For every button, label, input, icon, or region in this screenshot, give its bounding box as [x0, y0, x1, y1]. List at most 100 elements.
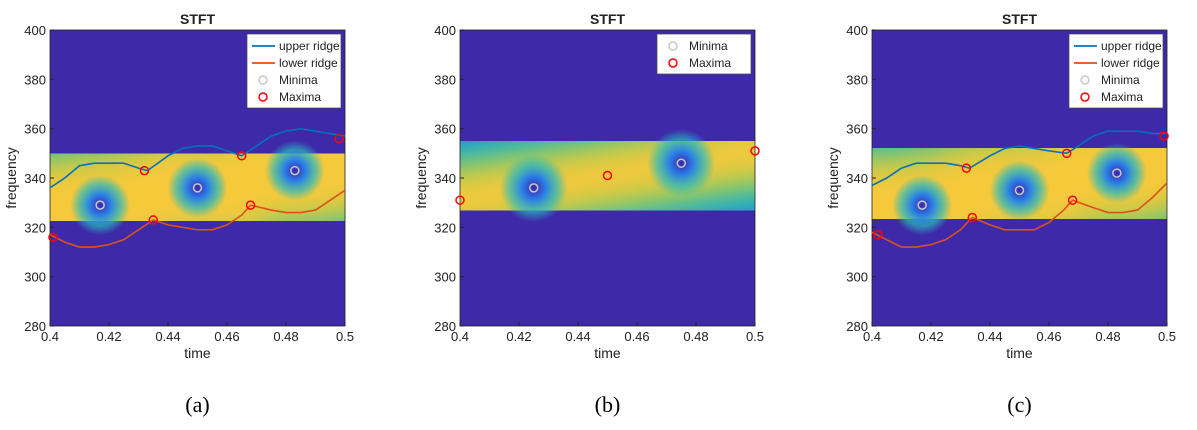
x-tick-label: 0.46	[214, 329, 239, 344]
x-tick-label: 0.42	[506, 329, 531, 344]
ridge-line	[50, 189, 345, 248]
marker	[961, 163, 972, 173]
y-tick-label: 340	[434, 171, 456, 186]
marker	[290, 165, 300, 176]
y-tick-label: 380	[846, 72, 868, 87]
panel: 0.4 0.42 0.44 0.46 0.48 0.5 280 300 320 340 360 380…	[3, 11, 354, 417]
x-tick-label: 0.44	[155, 329, 180, 344]
ridge-line	[872, 182, 1167, 248]
legend-swatch	[1080, 92, 1090, 102]
y-tick-label: 360	[434, 122, 456, 137]
marker	[1067, 195, 1078, 205]
heat-hole	[989, 160, 1050, 221]
caption: (c)	[1007, 392, 1031, 417]
legend-label: Minima	[279, 73, 318, 87]
data-layer	[872, 130, 1167, 248]
panel: 0.4 0.42 0.44 0.46 0.48 0.5 280 300 320 340 360 380…	[825, 11, 1176, 417]
heat-hole	[1086, 143, 1147, 204]
y-tick-label: 380	[434, 72, 456, 87]
marker	[529, 183, 539, 193]
legend-label: Maxima	[689, 56, 731, 70]
marker	[148, 215, 158, 225]
y-tick-label: 360	[24, 122, 46, 137]
legend-label: upper ridge	[1101, 39, 1162, 53]
y-tick-label: 280	[434, 319, 456, 334]
marker	[917, 200, 927, 210]
heat-hole	[264, 140, 325, 201]
x-tick-label: 0.5	[1158, 329, 1176, 344]
marker	[455, 195, 465, 205]
y-axis-label: frequency	[413, 147, 429, 208]
marker	[1061, 148, 1072, 159]
heat-hole	[499, 153, 568, 222]
legend-label: Minima	[1101, 73, 1140, 87]
y-tick-label: 300	[846, 270, 868, 285]
y-tick-label: 400	[24, 23, 46, 38]
chart-title: STFT	[1002, 11, 1037, 27]
marker	[602, 170, 613, 181]
y-tick-label: 320	[434, 220, 456, 235]
heat-background	[872, 30, 1167, 326]
y-tick-label: 320	[846, 220, 868, 235]
y-tick-label: 320	[24, 220, 46, 235]
panel: 0.4 0.42 0.44 0.46 0.48 0.5 280 300 320 340 360 380…	[413, 11, 764, 417]
y-tick-label: 300	[24, 270, 46, 285]
heat-hole	[647, 129, 716, 198]
x-tick-label: 0.48	[683, 329, 708, 344]
y-tick-label: 340	[846, 171, 868, 186]
heat-band	[460, 128, 755, 223]
marker	[245, 200, 256, 210]
marker	[750, 146, 760, 156]
y-tick-label: 380	[24, 72, 46, 87]
marker	[873, 229, 883, 240]
x-tick-label: 0.48	[273, 329, 298, 344]
legend-swatch	[258, 92, 268, 102]
caption: (a)	[185, 392, 209, 417]
marker	[334, 133, 344, 144]
x-tick-label: 0.42	[918, 329, 943, 344]
heat-background	[50, 30, 345, 326]
legend-label: Maxima	[1101, 90, 1143, 104]
x-tick-label: 0.42	[96, 329, 121, 344]
marker	[1112, 168, 1122, 178]
heat-hole	[167, 157, 228, 218]
y-axis-label: frequency	[3, 147, 19, 208]
marker	[1159, 131, 1169, 141]
marker	[237, 151, 247, 161]
caption: (b)	[595, 392, 621, 417]
y-tick-label: 340	[24, 171, 46, 186]
marker	[192, 183, 203, 193]
marker	[1014, 185, 1025, 196]
heat-hole	[70, 175, 131, 236]
x-tick-label: 0.44	[565, 329, 590, 344]
x-tick-label: 0.4	[41, 329, 59, 344]
data-layer	[50, 127, 345, 248]
y-tick-label: 360	[846, 122, 868, 137]
legend-swatch	[668, 58, 678, 68]
y-tick-label: 280	[24, 319, 46, 334]
x-tick-label: 0.44	[977, 329, 1002, 344]
x-axis-label: time	[184, 345, 211, 361]
x-tick-label: 0.5	[746, 329, 764, 344]
x-tick-label: 0.5	[336, 329, 354, 344]
legend-swatch	[668, 41, 678, 51]
legend-label: Minima	[689, 39, 728, 53]
x-tick-label: 0.46	[1036, 329, 1061, 344]
heat-background	[460, 30, 755, 326]
y-tick-label: 400	[846, 23, 868, 38]
marker	[48, 232, 58, 242]
legend-label: Maxima	[279, 90, 321, 104]
x-tick-label: 0.48	[1095, 329, 1120, 344]
legend-swatch	[258, 75, 268, 85]
marker	[95, 200, 105, 210]
chart-title: STFT	[590, 11, 625, 27]
y-tick-label: 400	[434, 23, 456, 38]
x-tick-label: 0.4	[863, 329, 881, 344]
legend-label: upper ridge	[279, 39, 340, 53]
ridge-line	[50, 127, 345, 189]
marker	[676, 158, 686, 168]
ridge-line	[872, 130, 1167, 187]
marker	[967, 212, 978, 223]
x-axis-label: time	[594, 345, 621, 361]
